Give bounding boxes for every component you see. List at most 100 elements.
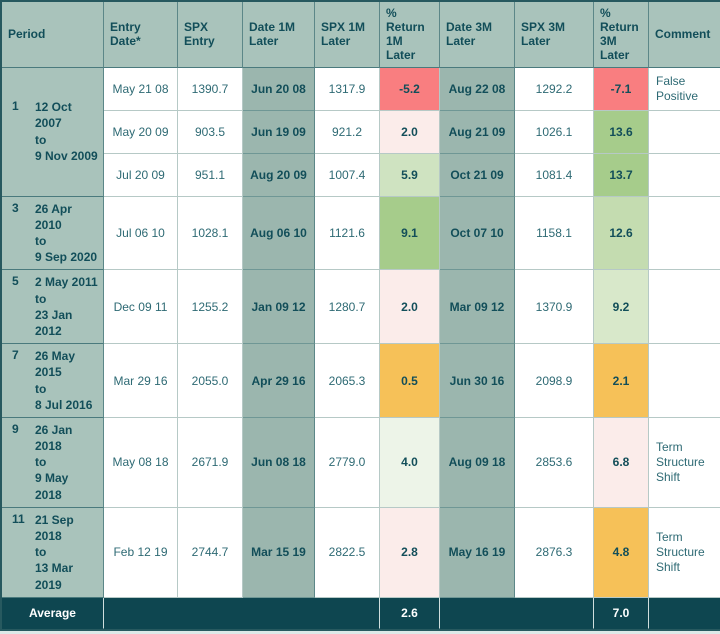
return-1m-cell: 0.5: [380, 344, 440, 418]
col-header-period: Period: [2, 2, 104, 68]
col-header-return-3m: % Return 3M Later: [594, 2, 649, 68]
period-start-date: 2 May 2011: [35, 275, 98, 290]
average-spacer-cell: [440, 597, 594, 629]
table-row: 11 21 Sep 2018 to 13 Mar 2019 Feb 12 19 …: [2, 507, 720, 598]
return-1m-cell: 2.0: [380, 270, 440, 345]
spx-1m-cell: 1317.9: [315, 67, 380, 111]
average-spacer-cell: [104, 597, 380, 629]
entry-date-cell: May 08 18: [104, 417, 178, 508]
entry-date-cell: May 21 08: [104, 67, 178, 111]
entry-date-cell: Dec 09 11: [104, 270, 178, 345]
comment-cell: [649, 111, 720, 154]
period-cell-9: 9 26 Jan 2018 to 9 May 2018: [2, 417, 104, 508]
entry-date-cell: Jul 20 09: [104, 153, 178, 197]
spx-1m-cell: 2065.3: [315, 344, 380, 418]
spx-3m-cell: 1026.1: [515, 110, 594, 154]
spx-1m-cell: 2779.0: [315, 417, 380, 508]
col-header-spx-entry: SPX Entry: [178, 2, 243, 68]
spx-entry-cell: 951.1: [178, 153, 243, 197]
return-1m-cell: 4.0: [380, 417, 440, 508]
entry-date-cell: Feb 12 19: [104, 507, 178, 598]
table-row: 1 12 Oct 2007 to 9 Nov 2009 May 21 08 13…: [2, 67, 720, 197]
spx-3m-cell: 2853.6: [515, 417, 594, 508]
spx-3m-cell: 1158.1: [515, 196, 594, 271]
period-cell-1: 1 12 Oct 2007 to 9 Nov 2009: [2, 67, 104, 197]
period-start-date: 21 Sep 2018: [35, 512, 74, 543]
comment-cell: [649, 344, 720, 418]
period-cell-5: 5 2 May 2011 to 23 Jan 2012: [2, 270, 104, 345]
comment-cell: [649, 154, 720, 197]
header-row: Period Entry Date* SPX Entry Date 1M Lat…: [2, 2, 720, 68]
table-row: 5 2 May 2011 to 23 Jan 2012 Dec 09 11 12…: [2, 270, 720, 345]
date-1m-cell: Apr 29 16: [243, 344, 315, 418]
spx-1m-cell: 2822.5: [315, 507, 380, 598]
table-bottom-edge: [0, 630, 720, 634]
period-cell-7: 7 26 May 2015 to 8 Jul 2016: [2, 344, 104, 418]
entry-date-cell: May 20 09: [104, 110, 178, 154]
date-3m-cell: Oct 21 09: [440, 153, 515, 197]
spx-entry-cell: 903.5: [178, 110, 243, 154]
spx-3m-cell: 2876.3: [515, 507, 594, 598]
return-3m-cell: 2.1: [594, 344, 649, 418]
col-header-return-1m: % Return 1M Later: [380, 2, 440, 68]
period-cell-11: 11 21 Sep 2018 to 13 Mar 2019: [2, 507, 104, 598]
spx-3m-cell: 1081.4: [515, 153, 594, 197]
comment-cell: Term Structure Shift: [649, 508, 720, 598]
date-1m-cell: Jun 19 09: [243, 110, 315, 154]
period-connector: to: [35, 132, 47, 147]
date-3m-cell: Aug 21 09: [440, 110, 515, 154]
entry-date-cell: Mar 29 16: [104, 344, 178, 418]
col-header-entry-date: Entry Date*: [104, 2, 178, 68]
entry-date-cell: Jul 06 10: [104, 196, 178, 271]
spx-entry-cell: 1390.7: [178, 67, 243, 111]
table-row: 3 26 Apr 2010 to 9 Sep 2020 Jul 06 10 10…: [2, 196, 720, 271]
return-1m-cell: -5.2: [380, 67, 440, 111]
date-1m-cell: Jun 20 08: [243, 67, 315, 111]
return-1m-cell: 2.8: [380, 507, 440, 598]
period-number: 5: [12, 274, 19, 289]
period-start-date: 26 May 2015: [35, 349, 76, 380]
period-end-date: 8 Jul 2016: [35, 397, 93, 412]
table-row: May 20 09 903.5 Jun 19 09 921.2 2.0 Aug …: [2, 110, 720, 154]
date-3m-cell: Oct 07 10: [440, 196, 515, 271]
return-3m-cell: 9.2: [594, 270, 649, 345]
spx-1m-cell: 1280.7: [315, 270, 380, 345]
return-1m-cell: 9.1: [380, 196, 440, 271]
period-end-date: 9 Sep 2020: [35, 250, 98, 265]
period-connector: to: [35, 381, 47, 396]
period-number: 11: [12, 511, 25, 526]
average-comment-cell: [649, 597, 720, 629]
period-end-date: 13 Mar 2019: [35, 561, 74, 592]
spx-3m-cell: 2098.9: [515, 344, 594, 418]
date-1m-cell: Jun 08 18: [243, 417, 315, 508]
period-connector: to: [35, 455, 47, 470]
average-label-cell: Average: [2, 597, 104, 629]
return-3m-cell: 6.8: [594, 417, 649, 508]
period-end-date: 9 May 2018: [35, 471, 69, 502]
period-start-date: 26 Apr 2010: [35, 201, 72, 232]
return-3m-cell: -7.1: [594, 67, 649, 111]
spx-entry-cell: 1028.1: [178, 196, 243, 271]
period-number: 3: [12, 200, 19, 215]
col-header-date-3m: Date 3M Later: [440, 2, 515, 68]
date-1m-cell: Aug 20 09: [243, 153, 315, 197]
spx-entry-cell: 2671.9: [178, 417, 243, 508]
table-row: 9 26 Jan 2018 to 9 May 2018 May 08 18 26…: [2, 417, 720, 508]
spx-1m-cell: 1007.4: [315, 153, 380, 197]
comment-cell: [649, 270, 720, 345]
average-return-3m-cell: 7.0: [594, 597, 649, 629]
period-end-date: 9 Nov 2009: [35, 148, 98, 163]
return-3m-cell: 4.8: [594, 507, 649, 598]
average-return-1m-cell: 2.6: [380, 597, 440, 629]
spx-entry-cell: 2744.7: [178, 507, 243, 598]
col-header-spx-1m: SPX 1M Later: [315, 2, 380, 68]
average-row: Average 2.6 7.0: [2, 597, 720, 629]
spx-3m-cell: 1292.2: [515, 67, 594, 111]
comment-cell: False Positive: [649, 68, 720, 111]
date-3m-cell: Mar 09 12: [440, 270, 515, 345]
return-1m-cell: 5.9: [380, 153, 440, 197]
table-row: 7 26 May 2015 to 8 Jul 2016 Mar 29 16 20…: [2, 344, 720, 418]
period-number: 1: [12, 99, 19, 114]
col-header-comment: Comment: [649, 2, 720, 68]
